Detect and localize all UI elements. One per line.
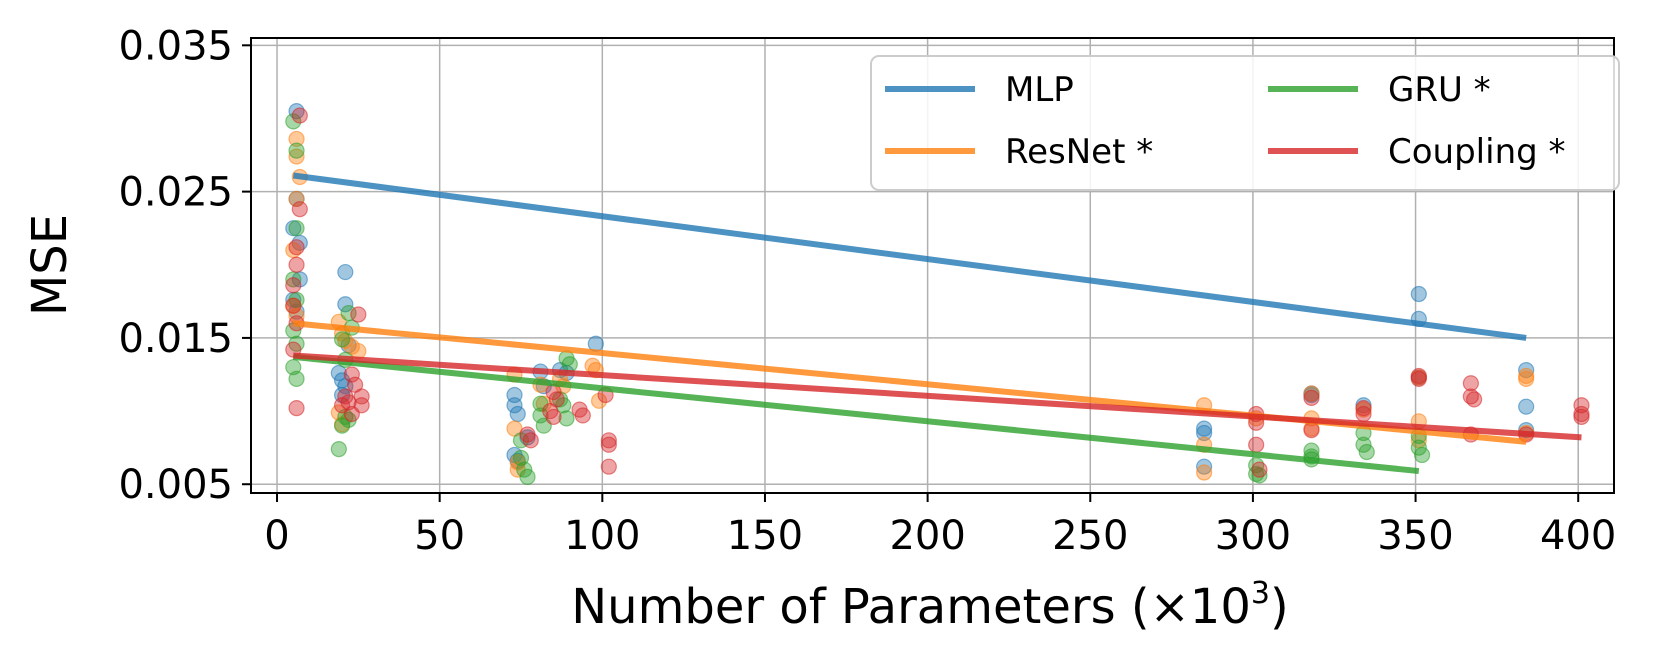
gru-point (288, 220, 305, 237)
legend-label-mlp: MLP (1005, 70, 1074, 110)
coupling-point (574, 407, 591, 424)
coupling-point (600, 432, 617, 449)
x-tick-label: 200 (889, 513, 965, 559)
gru-point (1251, 467, 1268, 484)
gru-point (1358, 443, 1375, 461)
x-tick-label: 50 (414, 513, 465, 559)
x-axis-ticks: 0 50 100 150 200 250 300 350 400 (264, 493, 1616, 559)
x-tick-label: 350 (1377, 513, 1453, 559)
gru-trend-line (292, 353, 1420, 475)
x-tick-label: 400 (1540, 513, 1616, 559)
scatter-points (285, 103, 1590, 486)
mlp-point (1196, 424, 1213, 442)
mlp-point (337, 263, 354, 281)
gru-point (333, 331, 351, 348)
legend-label-resnet: ResNet * (1005, 132, 1153, 172)
resnet-point (288, 130, 305, 148)
coupling-point (522, 432, 539, 449)
legend-label-coupling: Coupling * (1388, 132, 1566, 172)
coupling-point (1303, 389, 1320, 407)
mlp-point (1518, 362, 1535, 379)
x-tick-label: 150 (727, 513, 803, 559)
y-axis-label: MSE (22, 214, 78, 316)
coupling-point (1573, 408, 1590, 426)
y-axis-ticks: 0.005 0.015 0.025 0.035 (118, 23, 251, 508)
coupling-point (600, 458, 617, 475)
coupling-point (285, 297, 302, 314)
x-tick-label: 300 (1215, 513, 1291, 559)
x-tick-label: 0 (264, 513, 289, 559)
legend-box (870, 55, 1620, 191)
x-tick-label: 250 (1052, 513, 1128, 559)
coupling-trend-line (293, 352, 1582, 441)
coupling-point (288, 256, 305, 273)
legend: MLP ResNet * GRU * Coupling * (870, 55, 1620, 191)
resnet-point (288, 190, 305, 208)
mlp-point (337, 296, 354, 313)
coupling-point (600, 436, 617, 453)
x-tick-label: 100 (564, 513, 640, 559)
coupling-point (350, 306, 367, 323)
coupling-point (1303, 421, 1320, 439)
plot-frame (250, 37, 1615, 494)
mlp-trend-line (292, 172, 1527, 341)
coupling-point (285, 277, 302, 294)
gru-point (561, 356, 578, 373)
resnet-point (1196, 464, 1213, 481)
gru-point (519, 468, 536, 486)
gru-point (558, 410, 575, 427)
coupling-point (1462, 375, 1479, 392)
mlp-point (509, 405, 526, 423)
resnet-point (1303, 385, 1320, 402)
mlp-point (1518, 398, 1535, 415)
coupling-point (1248, 436, 1265, 453)
coupling-point (1355, 405, 1372, 423)
x-axis-label: Number of Parameters (×103) (571, 576, 1288, 635)
coupling-point (291, 107, 308, 124)
coupling-point (1466, 391, 1483, 408)
gru-point (330, 441, 347, 458)
legend-label-gru: GRU * (1388, 70, 1491, 110)
coupling-point (1251, 461, 1268, 478)
resnet-point (590, 392, 608, 409)
y-tick-label: 0.025 (118, 170, 233, 216)
mlp-point (1410, 285, 1427, 303)
gru-point (288, 370, 305, 387)
coupling-point (343, 366, 360, 383)
y-tick-label: 0.005 (118, 462, 233, 508)
mlp-point (1196, 458, 1213, 475)
coupling-point (545, 408, 562, 426)
resnet-point (288, 148, 305, 165)
coupling-point (291, 201, 308, 218)
gru-point (333, 417, 351, 434)
mlp-point (1196, 420, 1213, 437)
coupling-point (343, 405, 360, 423)
coupling-point (1355, 400, 1372, 417)
trend-lines (292, 172, 1582, 475)
coupling-point (288, 239, 305, 256)
y-tick-label: 0.015 (118, 316, 233, 362)
gru-point (288, 142, 305, 159)
coupling-point (1573, 397, 1590, 414)
coupling-point (288, 400, 305, 417)
gru-point (285, 113, 302, 130)
mlp-point (506, 397, 523, 414)
y-tick-label: 0.035 (118, 23, 233, 69)
coupling-point (353, 388, 370, 405)
gru-point (1413, 446, 1431, 464)
gru-point (532, 407, 549, 424)
resnet-point (1518, 370, 1535, 387)
coupling-point (1410, 370, 1427, 387)
